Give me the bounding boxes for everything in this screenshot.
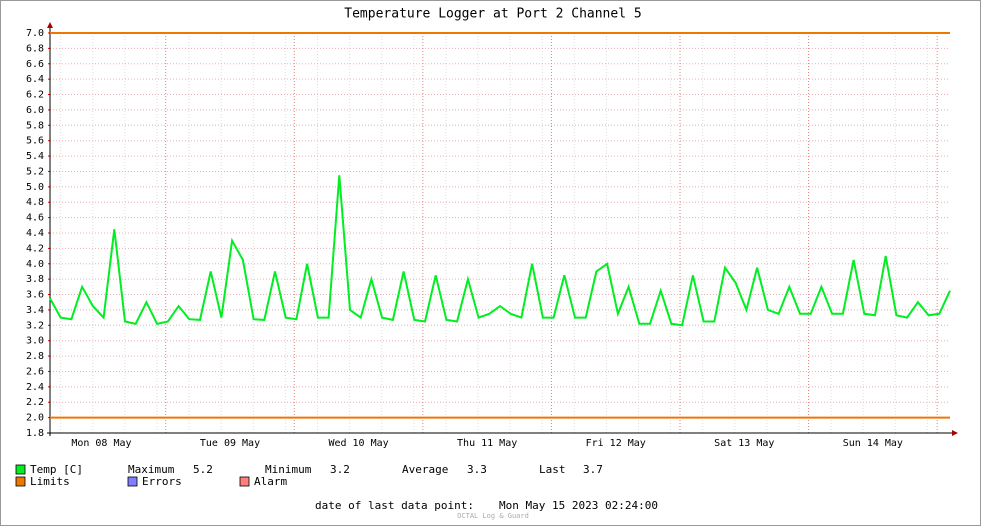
stat-value: 3.7 — [583, 463, 603, 476]
legend-label: Errors — [142, 475, 182, 488]
y-tick-label: 2.6 — [26, 366, 44, 377]
y-tick-label: 7.0 — [26, 28, 44, 39]
x-tick-label: Thu 11 May — [457, 438, 517, 449]
x-tick-label: Fri 12 May — [586, 438, 646, 449]
x-tick-label: Sat 13 May — [714, 438, 774, 449]
legend-label: Alarm — [254, 475, 287, 488]
stat-value: 3.3 — [467, 463, 487, 476]
x-tick-label: Tue 09 May — [200, 438, 260, 449]
footer-label: date of last data point: — [315, 499, 474, 512]
stat-value: 3.2 — [330, 463, 350, 476]
y-tick-label: 2.4 — [26, 382, 44, 393]
y-tick-label: 4.8 — [26, 197, 44, 208]
y-tick-label: 5.2 — [26, 166, 44, 177]
footer-value: Mon May 15 2023 02:24:00 — [499, 499, 658, 512]
y-tick-label: 3.6 — [26, 290, 44, 301]
stat-name: Maximum — [128, 463, 175, 476]
y-tick-label: 6.0 — [26, 105, 44, 116]
y-axis-arrow — [47, 22, 53, 28]
legend-swatch — [127, 476, 138, 487]
chart-title: Temperature Logger at Port 2 Channel 5 — [344, 7, 641, 22]
y-tick-label: 5.4 — [26, 151, 44, 162]
watermark: OCTAL Log & Guard — [457, 512, 529, 520]
y-tick-label: 6.4 — [26, 74, 44, 85]
x-tick-label: Sun 14 May — [843, 438, 903, 449]
stat-name: Last — [539, 463, 566, 476]
y-tick-label: 2.8 — [26, 351, 44, 362]
legend-label: Temp [C] — [30, 463, 83, 476]
y-tick-label: 4.2 — [26, 243, 44, 254]
y-tick-label: 4.4 — [26, 228, 44, 239]
legend-swatch — [15, 464, 26, 475]
y-tick-label: 5.0 — [26, 182, 44, 193]
legend-swatch — [239, 476, 250, 487]
y-tick-label: 3.8 — [26, 274, 44, 285]
y-tick-label: 3.0 — [26, 336, 44, 347]
y-tick-label: 3.4 — [26, 305, 44, 316]
x-tick-label: Mon 08 May — [71, 438, 131, 449]
y-tick-label: 5.6 — [26, 136, 44, 147]
y-tick-label: 2.2 — [26, 397, 44, 408]
y-tick-label: 6.6 — [26, 59, 44, 70]
y-tick-label: 4.6 — [26, 213, 44, 224]
legend-swatch — [15, 476, 26, 487]
y-tick-label: 4.0 — [26, 259, 44, 270]
y-tick-label: 5.8 — [26, 120, 44, 131]
legend-label: Limits — [30, 475, 70, 488]
y-tick-label: 6.8 — [26, 43, 44, 54]
stat-value: 5.2 — [193, 463, 213, 476]
x-tick-label: Wed 10 May — [328, 438, 388, 449]
stat-name: Average — [402, 463, 448, 476]
stat-name: Minimum — [265, 463, 312, 476]
y-tick-label: 3.2 — [26, 320, 44, 331]
x-axis-arrow — [952, 430, 958, 436]
y-tick-label: 2.0 — [26, 413, 44, 424]
y-tick-label: 1.8 — [26, 428, 44, 439]
temp-line — [49, 175, 951, 327]
y-tick-label: 6.2 — [26, 90, 44, 101]
